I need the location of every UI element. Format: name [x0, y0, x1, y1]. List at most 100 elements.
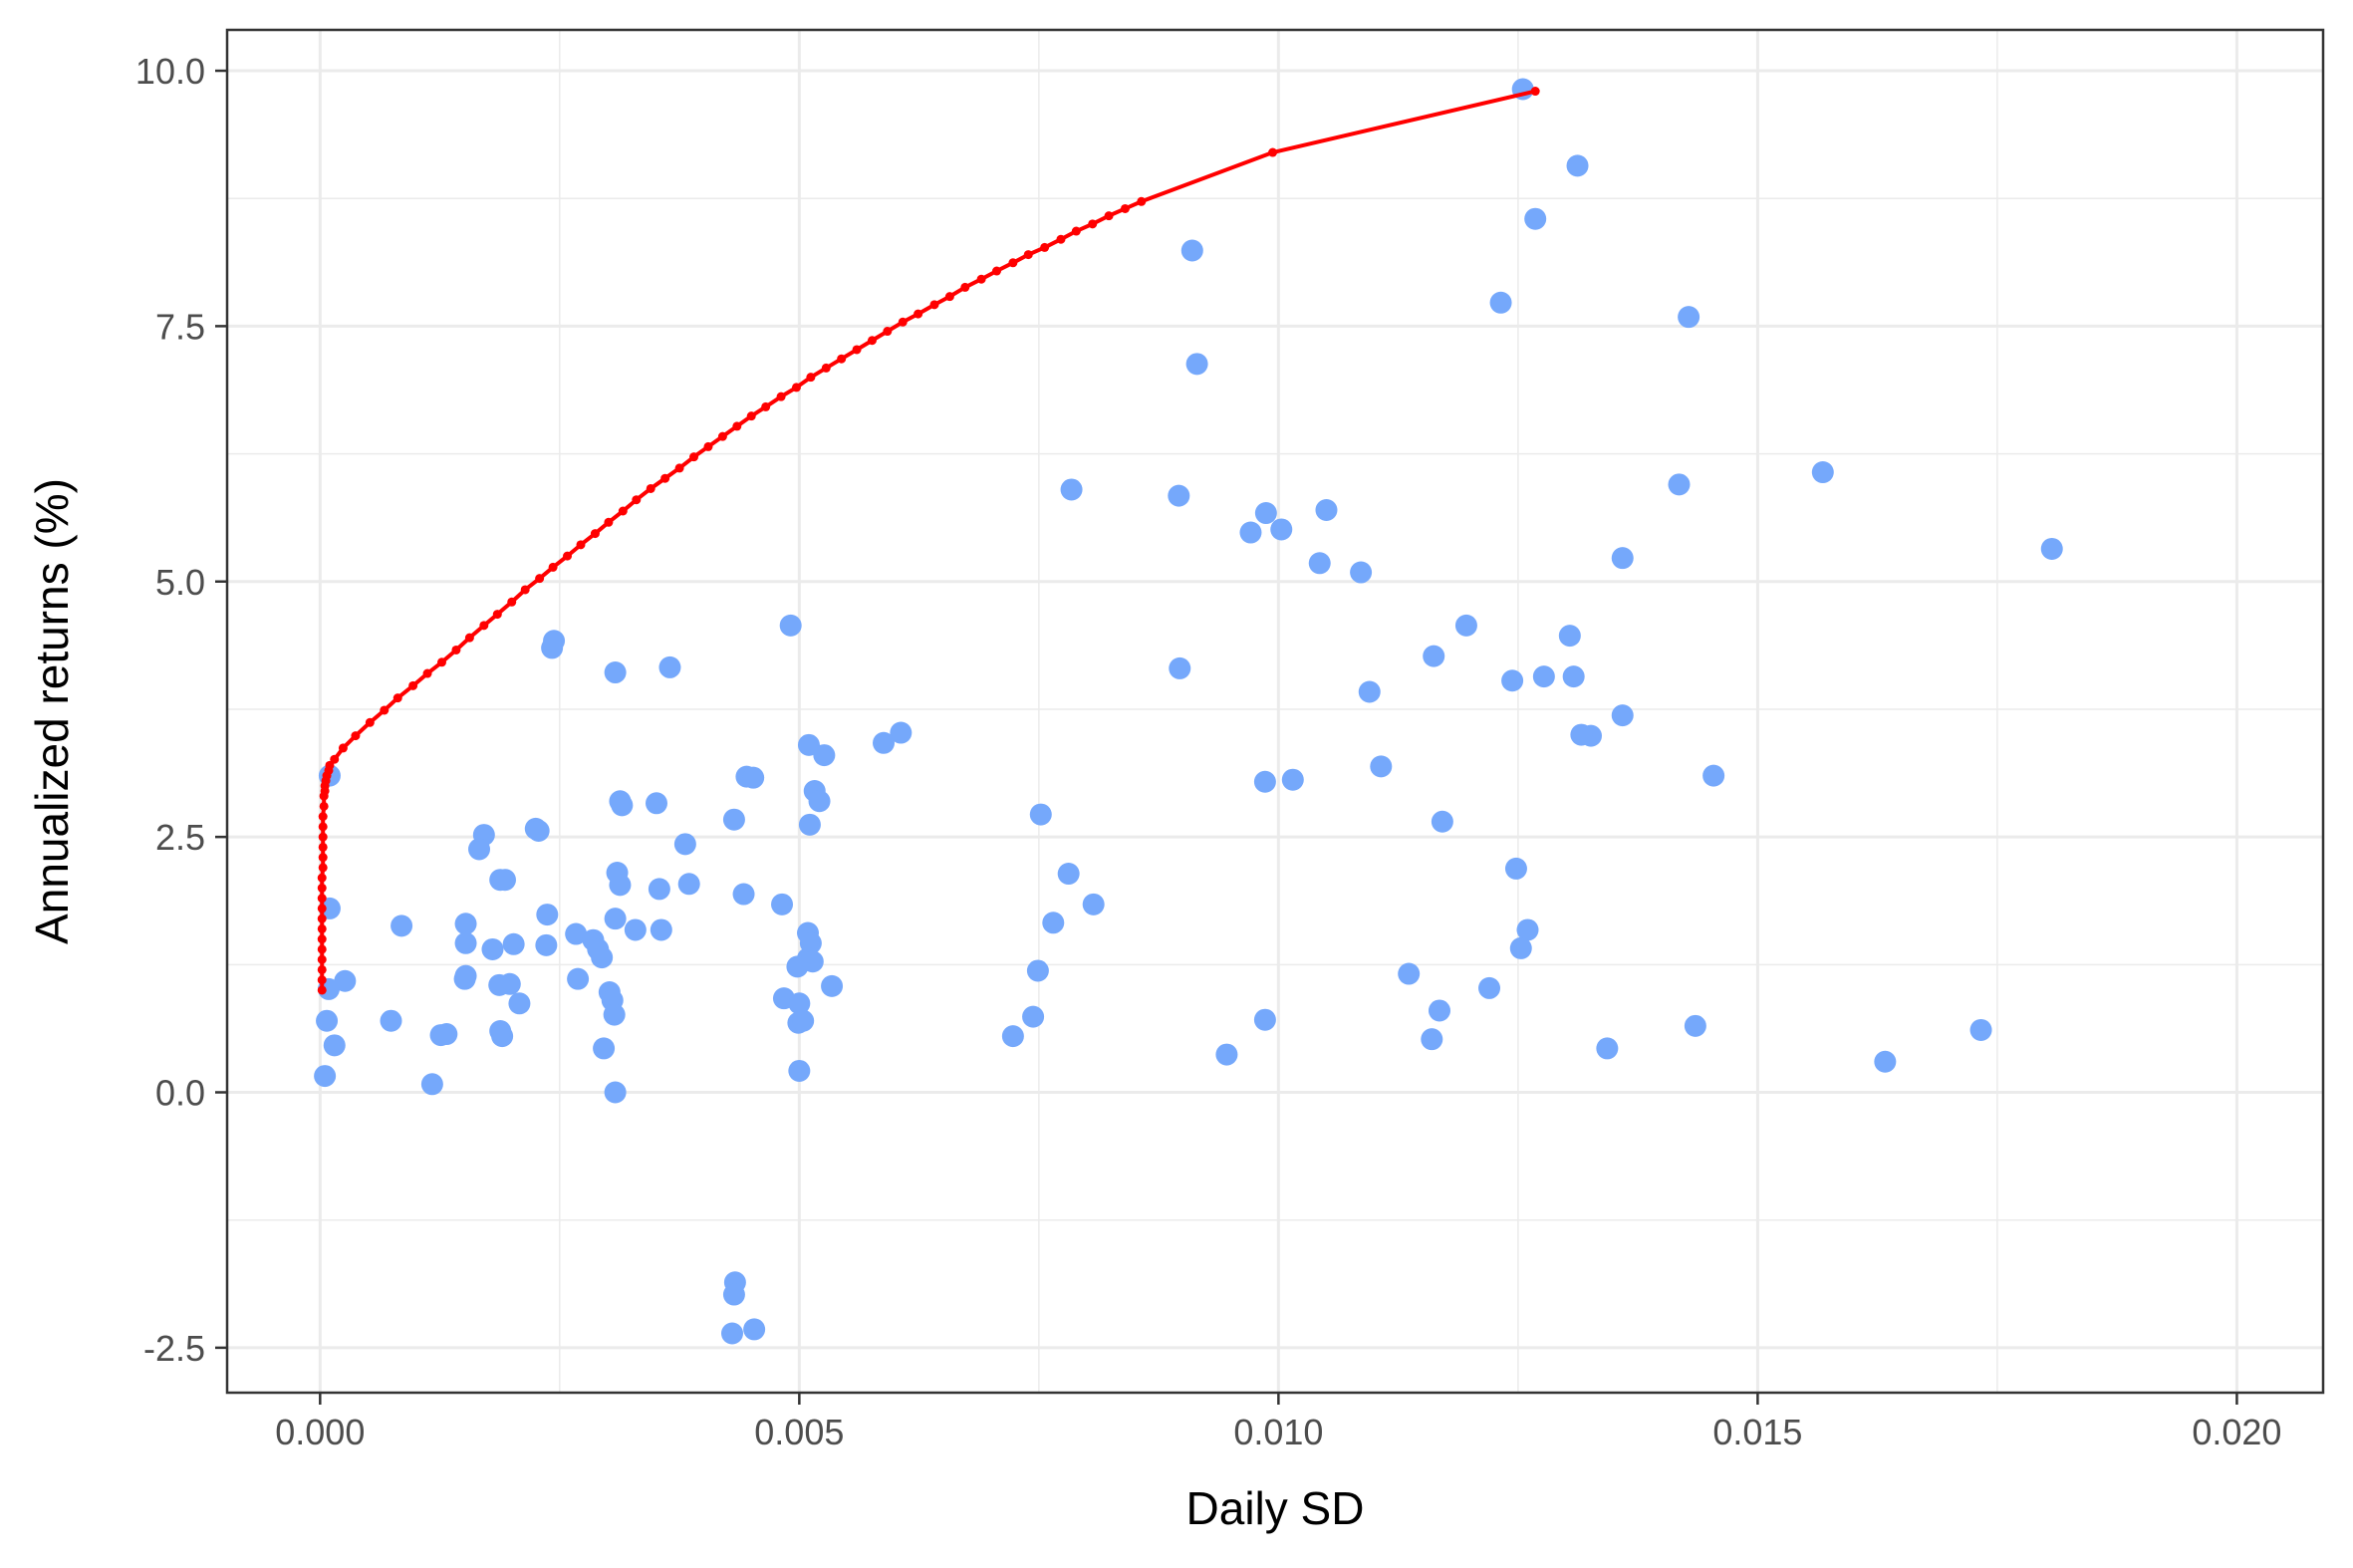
frontier-point	[1530, 87, 1540, 97]
data-point	[808, 790, 831, 813]
data-point	[1398, 962, 1421, 985]
data-point	[429, 1024, 452, 1047]
frontier-point	[392, 693, 402, 703]
data-point	[604, 1081, 627, 1104]
x-tick-label: 0.015	[1712, 1412, 1802, 1452]
frontier-point	[317, 894, 327, 904]
frontier-point	[604, 517, 614, 527]
data-point	[1185, 353, 1208, 376]
frontier-point	[1056, 234, 1066, 244]
data-point	[1874, 1050, 1897, 1073]
data-point	[316, 1009, 339, 1032]
frontier-point	[318, 822, 328, 832]
data-point	[391, 915, 413, 937]
frontier-point	[960, 282, 970, 292]
frontier-point	[1008, 258, 1018, 268]
data-point	[1169, 656, 1191, 679]
data-point	[1509, 936, 1532, 959]
y-tick-label: 0.0	[155, 1073, 205, 1114]
data-point	[489, 869, 512, 892]
data-point	[1558, 625, 1581, 648]
data-point	[1501, 669, 1524, 692]
frontier-point	[646, 483, 655, 493]
data-point	[650, 918, 672, 941]
frontier-point	[992, 266, 1002, 276]
frontier-point	[717, 431, 727, 441]
frontier-point	[451, 645, 461, 654]
data-point	[792, 1009, 815, 1032]
data-point	[502, 932, 525, 955]
frontier-point	[535, 574, 545, 584]
data-point	[609, 790, 632, 813]
data-point	[720, 1322, 743, 1345]
frontier-point	[576, 540, 586, 550]
data-point	[1516, 918, 1539, 941]
frontier-point	[351, 731, 361, 741]
data-point	[1504, 857, 1527, 880]
frontier-point	[1071, 226, 1081, 236]
data-point	[603, 1003, 626, 1026]
frontier-point	[1088, 219, 1098, 229]
data-point	[742, 766, 765, 789]
data-point	[1270, 518, 1293, 541]
data-point	[1684, 1014, 1706, 1037]
frontier-point	[689, 452, 699, 462]
frontier-point	[674, 463, 684, 473]
data-point	[468, 838, 491, 861]
data-point	[604, 908, 627, 930]
data-point	[788, 1059, 811, 1082]
data-point	[1022, 1005, 1045, 1028]
data-point	[535, 933, 558, 956]
frontier-point	[821, 363, 831, 373]
frontier-point	[464, 633, 474, 643]
data-point	[1611, 547, 1634, 570]
frontier-point	[317, 883, 327, 893]
data-point	[1702, 764, 1725, 787]
data-point	[1254, 502, 1277, 525]
data-point	[1428, 999, 1450, 1022]
data-point	[2040, 537, 2063, 560]
frontier-point	[380, 705, 390, 715]
frontier-point	[318, 832, 328, 842]
y-axis-title: Annualized returns (%)	[26, 478, 78, 944]
frontier-point	[318, 863, 328, 873]
data-point	[527, 819, 550, 842]
data-point	[1042, 912, 1065, 934]
frontier-point	[806, 373, 816, 383]
frontier-point	[317, 904, 327, 914]
frontier-point	[976, 274, 986, 284]
y-tick-label: -2.5	[143, 1328, 205, 1369]
x-tick-label: 0.010	[1233, 1412, 1323, 1452]
frontier-point	[479, 621, 489, 631]
frontier-point	[317, 873, 327, 883]
x-tick-label: 0.005	[754, 1412, 844, 1452]
data-point	[1423, 645, 1445, 667]
data-point	[1678, 306, 1700, 329]
data-point	[658, 655, 681, 678]
data-point	[1562, 665, 1585, 688]
major-gridlines	[227, 30, 2323, 1393]
data-point	[420, 1073, 443, 1096]
data-point	[593, 1037, 616, 1060]
frontier-point	[1268, 147, 1278, 157]
frontier-point	[507, 597, 517, 607]
data-point	[543, 630, 566, 653]
frontier-point	[590, 529, 600, 539]
y-tick-label: 10.0	[135, 51, 205, 92]
data-point	[1478, 976, 1501, 999]
data-point	[1524, 207, 1547, 230]
data-point	[591, 946, 614, 969]
data-point	[489, 1019, 512, 1042]
frontier-point	[436, 657, 446, 667]
data-point	[786, 955, 809, 978]
frontier-point	[837, 354, 847, 364]
frontier-point	[317, 975, 327, 985]
frontier-point	[318, 812, 328, 822]
data-point	[508, 992, 531, 1015]
data-point	[1060, 478, 1083, 501]
y-tick-label: 2.5	[155, 817, 205, 858]
data-point	[1668, 473, 1691, 496]
frontier-point	[929, 300, 939, 310]
frontier-point	[944, 292, 954, 302]
